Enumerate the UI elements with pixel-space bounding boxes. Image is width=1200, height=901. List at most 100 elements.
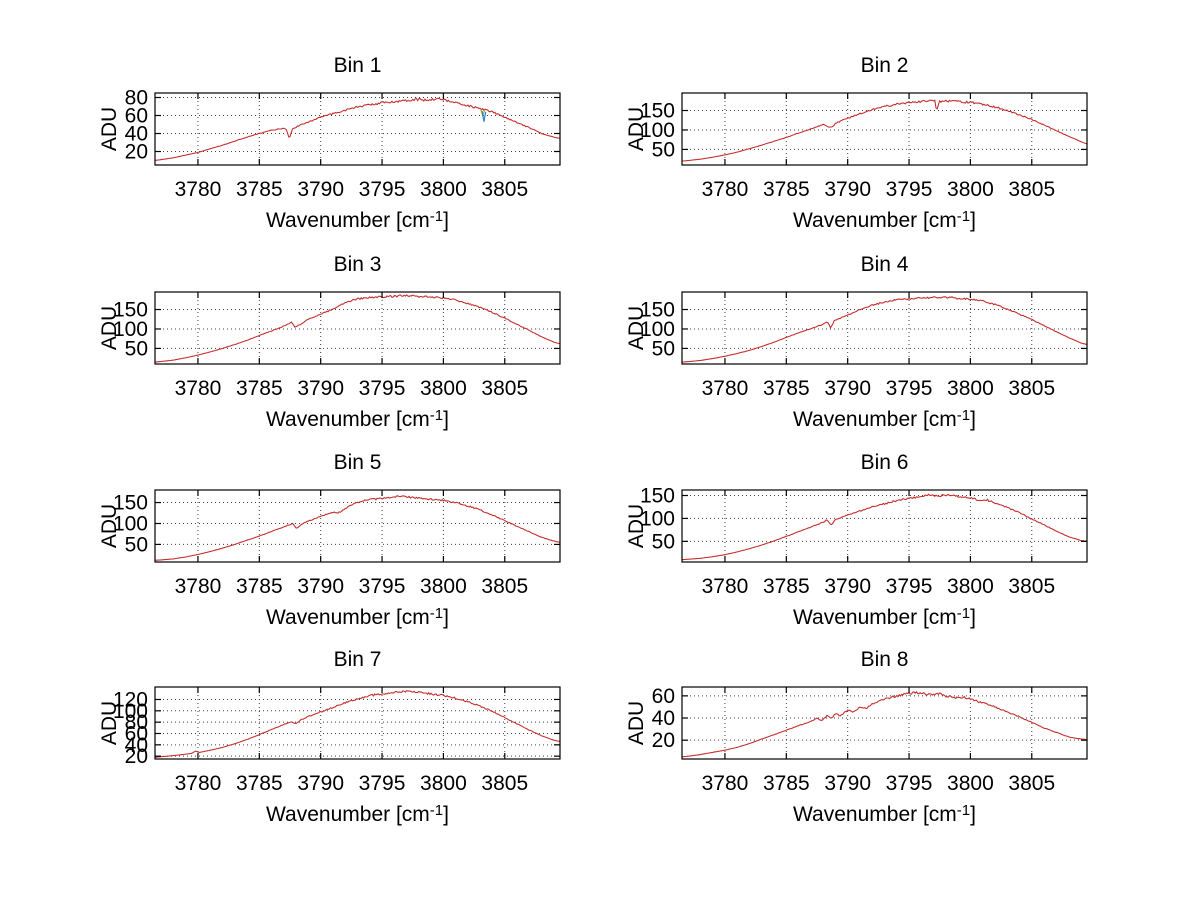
axes-frame — [154, 92, 561, 166]
x-axis-label-superscript: -1 — [429, 802, 444, 819]
x-axis-label-text: Wavenumber [cm — [793, 408, 957, 431]
y-tick-label: 50 — [652, 337, 675, 360]
x-axis-label-close: ] — [970, 803, 976, 826]
plot-title: Bin 4 — [860, 253, 909, 276]
y-tick-label: 150 — [113, 492, 148, 515]
x-tick-label: 3790 — [297, 377, 344, 400]
y-tick-label: 150 — [640, 485, 675, 508]
y-tick-label: 40 — [125, 734, 148, 757]
x-tick-label: 3780 — [702, 772, 749, 795]
spectrum-line — [155, 97, 560, 162]
y-tick-label: 150 — [113, 299, 148, 322]
x-tick-label: 3790 — [824, 377, 871, 400]
y-tick-label: 50 — [652, 138, 675, 161]
subplot-bin-4: Bin 4 ADU 3780 3785 3790 3795 3800 3805 50 100 1… — [597, 252, 1099, 447]
y-tick-label: 80 — [125, 87, 148, 110]
x-tick-label: 3805 — [1008, 178, 1055, 201]
axes-frame — [681, 291, 1088, 365]
y-tick-label: 100 — [640, 119, 675, 142]
x-tick-label: 3800 — [420, 575, 467, 598]
y-tick-label: 60 — [125, 722, 148, 745]
x-tick-label: 3800 — [947, 178, 994, 201]
plot-title: Bin 7 — [333, 648, 382, 671]
spectrum-line — [682, 493, 1087, 561]
y-tick-label: 20 — [125, 141, 148, 164]
x-tick-label: 3795 — [359, 178, 406, 201]
axes-frame — [154, 686, 561, 760]
x-tick-label: 3780 — [702, 377, 749, 400]
x-axis-label-close: ] — [970, 408, 976, 431]
plot-title: Bin 6 — [860, 451, 909, 474]
x-axis-label: Wavenumber [cm-1] — [682, 605, 1087, 630]
subplot-bin-1: Bin 1 ADU 3780 3785 3790 3795 3800 3805 20 40 60… — [70, 53, 572, 248]
y-tick-label: 150 — [640, 299, 675, 322]
x-tick-label: 3805 — [1008, 772, 1055, 795]
x-axis-label-superscript: -1 — [956, 802, 971, 819]
x-tick-label: 3790 — [297, 178, 344, 201]
spectrum-line — [682, 691, 1087, 758]
glitch-blue-line — [481, 110, 487, 122]
x-tick-label: 3795 — [359, 772, 406, 795]
axes-frame — [681, 489, 1088, 563]
x-tick-label: 3785 — [763, 575, 810, 598]
x-tick-label: 3790 — [297, 772, 344, 795]
x-axis-label-superscript: -1 — [956, 605, 971, 622]
x-tick-label: 3790 — [297, 575, 344, 598]
x-tick-label: 3805 — [1008, 575, 1055, 598]
x-tick-label: 3800 — [420, 377, 467, 400]
x-axis-label: Wavenumber [cm-1] — [155, 208, 560, 233]
x-tick-label: 3795 — [886, 575, 933, 598]
subplot-bin-3: Bin 3 ADU 3780 3785 3790 3795 3800 3805 50 100 1… — [70, 252, 572, 447]
plot-title: Bin 2 — [860, 54, 909, 77]
subplot-bin-7: Bin 7 ADU 3780 3785 3790 3795 3800 3805 20 40 60… — [70, 647, 572, 842]
x-axis-label: Wavenumber [cm-1] — [682, 208, 1087, 233]
spectrum-line — [155, 294, 560, 363]
x-tick-label: 3785 — [236, 575, 283, 598]
x-axis-label-text: Wavenumber [cm — [266, 408, 430, 431]
x-tick-label: 3795 — [886, 377, 933, 400]
subplot-bin-8: Bin 8 ADU 3780 3785 3790 3795 3800 3805 20 40 60… — [597, 647, 1099, 842]
x-axis-label-superscript: -1 — [429, 208, 444, 225]
x-tick-label: 3780 — [175, 377, 222, 400]
axes-frame — [681, 92, 1088, 166]
spectrum-line — [682, 296, 1087, 363]
x-tick-label: 3795 — [359, 377, 406, 400]
x-tick-label: 3795 — [886, 178, 933, 201]
x-tick-label: 3785 — [236, 178, 283, 201]
x-axis-label-superscript: -1 — [956, 208, 971, 225]
subplot-bin-6: Bin 6 ADU 3780 3785 3790 3795 3800 3805 50 100 1… — [597, 450, 1099, 645]
axes-frame — [154, 291, 561, 365]
x-axis-label: Wavenumber [cm-1] — [155, 802, 560, 827]
x-tick-label: 3785 — [763, 178, 810, 201]
x-axis-label-text: Wavenumber [cm — [266, 606, 430, 629]
x-axis-label-superscript: -1 — [429, 407, 444, 424]
y-tick-label: 40 — [125, 123, 148, 146]
y-tick-label: 100 — [640, 318, 675, 341]
y-tick-label: 20 — [125, 745, 148, 768]
x-axis-label-close: ] — [970, 209, 976, 232]
x-tick-label: 3805 — [481, 377, 528, 400]
x-axis-label-text: Wavenumber [cm — [266, 803, 430, 826]
x-tick-label: 3805 — [1008, 377, 1055, 400]
x-tick-label: 3800 — [420, 178, 467, 201]
spectrum-line — [155, 690, 560, 758]
x-axis-label: Wavenumber [cm-1] — [155, 407, 560, 432]
plot-title: Bin 3 — [333, 253, 382, 276]
y-tick-label: 40 — [652, 707, 675, 730]
x-tick-label: 3780 — [702, 575, 749, 598]
spectrum-line — [155, 495, 560, 561]
x-axis-label-close: ] — [970, 606, 976, 629]
plot-title: Bin 1 — [333, 54, 382, 77]
y-tick-label: 100 — [640, 507, 675, 530]
x-tick-label: 3785 — [236, 772, 283, 795]
subplot-bin-2: Bin 2 ADU 3780 3785 3790 3795 3800 3805 50 100 1… — [597, 53, 1099, 248]
x-tick-label: 3785 — [236, 377, 283, 400]
y-tick-label: 60 — [125, 105, 148, 128]
y-tick-label: 120 — [113, 688, 148, 711]
x-tick-label: 3785 — [763, 377, 810, 400]
y-tick-label: 60 — [652, 685, 675, 708]
